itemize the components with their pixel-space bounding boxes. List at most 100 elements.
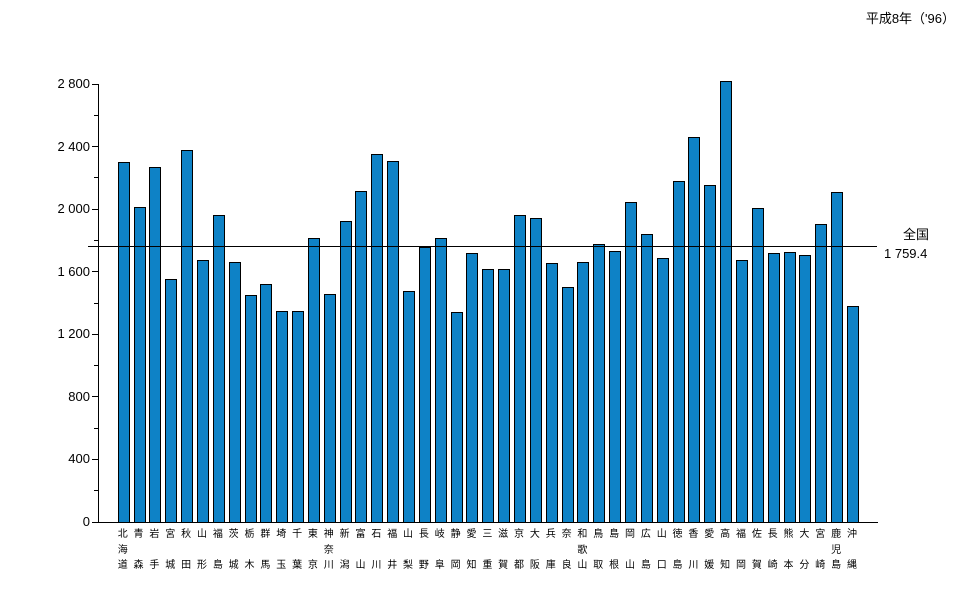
x-axis-label-東京: 東京: [307, 529, 318, 571]
bar-茨城: [228, 262, 241, 522]
x-axis-label-石川: 石川: [371, 529, 382, 571]
bar-岐阜: [434, 238, 447, 522]
x-axis-label-茨城: 茨城: [228, 529, 239, 571]
x-axis-label-大分: 大分: [799, 529, 810, 571]
bar-広島: [640, 234, 653, 522]
plot-area: [98, 80, 878, 523]
bar-山梨: [403, 291, 416, 522]
y-tick: [92, 208, 98, 210]
bar-佐賀: [751, 207, 764, 522]
x-axis-label-福井: 福井: [387, 529, 398, 571]
x-axis-label-北海道: 北海道: [117, 529, 128, 571]
bar-福井: [387, 160, 400, 522]
x-axis-label-岐阜: 岐阜: [434, 529, 445, 571]
x-axis-labels: 北海道青森岩手宮城秋田山形福島茨城栃木群馬埼玉千葉東京神奈川新潟富山石川福井山梨…: [98, 530, 877, 576]
bar-福岡: [735, 259, 748, 522]
y-tick: [92, 458, 98, 460]
y-tick: [94, 490, 98, 492]
x-axis-label-徳島: 徳島: [672, 529, 683, 571]
x-axis-label-岡山: 岡山: [624, 529, 635, 571]
bar-大分: [799, 255, 812, 522]
x-axis-label-山梨: 山梨: [403, 529, 414, 571]
x-axis-label-宮城: 宮城: [165, 529, 176, 571]
y-axis-label: 1 600: [57, 263, 90, 279]
x-axis-label-群馬: 群馬: [260, 529, 271, 571]
bar-宮崎: [815, 224, 828, 522]
bar-長崎: [767, 252, 780, 522]
bar-山口: [656, 258, 669, 522]
y-tick: [94, 239, 98, 241]
x-axis-label-秋田: 秋田: [181, 529, 192, 571]
x-axis-label-栃木: 栃木: [244, 529, 255, 571]
y-tick: [94, 302, 98, 304]
bar-大阪: [529, 217, 542, 522]
y-tick: [92, 333, 98, 335]
bar-鹿児島: [831, 191, 844, 522]
x-axis-label-高知: 高知: [720, 529, 731, 571]
bar-徳島: [672, 181, 685, 522]
bar-千葉: [292, 310, 305, 522]
bar-群馬: [260, 284, 273, 522]
bar-新潟: [339, 220, 352, 522]
y-axis-label: 2 000: [57, 201, 90, 217]
x-axis-label-香川: 香川: [688, 529, 699, 571]
y-axis-label: 0: [82, 514, 90, 529]
x-axis-label-和歌山: 和歌山: [577, 529, 588, 571]
national-average-value: 1 759.4: [884, 246, 928, 261]
bar-島根: [609, 250, 622, 522]
x-axis-label-青森: 青森: [133, 529, 144, 571]
x-axis-label-沖縄: 沖縄: [846, 529, 857, 571]
national-average-line: [88, 246, 877, 248]
bar-岩手: [149, 166, 162, 522]
bar-兵庫: [545, 263, 558, 522]
bar-三重: [482, 268, 495, 522]
x-axis-label-山形: 山形: [196, 529, 207, 571]
chart-title: 平成8年（'96）: [865, 11, 955, 26]
y-tick: [94, 114, 98, 116]
x-axis-label-山口: 山口: [656, 529, 667, 571]
bar-長野: [418, 247, 431, 522]
y-axis-label: 400: [68, 451, 90, 467]
x-axis-label-埼玉: 埼玉: [276, 529, 287, 571]
bar-北海道: [117, 162, 130, 522]
bar-埼玉: [276, 310, 289, 522]
y-tick: [94, 365, 98, 367]
bar-和歌山: [577, 262, 590, 522]
y-tick: [92, 146, 98, 148]
bar-山形: [196, 259, 209, 522]
x-axis-label-神奈川: 神奈川: [323, 529, 334, 571]
y-axis-label: 800: [68, 388, 90, 404]
x-axis-label-長崎: 長崎: [767, 529, 778, 571]
x-axis-label-富山: 富山: [355, 529, 366, 571]
bar-滋賀: [498, 269, 511, 522]
x-axis-label-島根: 島根: [609, 529, 620, 571]
y-axis-label: 2 800: [57, 76, 90, 91]
bar-秋田: [181, 150, 194, 522]
y-tick: [92, 396, 98, 398]
y-axis-label: 2 400: [57, 138, 90, 154]
x-axis-label-福島: 福島: [212, 529, 223, 571]
y-tick: [92, 271, 98, 273]
y-axis-label: 1 200: [57, 326, 90, 342]
x-axis-label-佐賀: 佐賀: [751, 529, 762, 571]
bar-熊本: [783, 252, 796, 522]
x-axis-label-大阪: 大阪: [529, 529, 540, 571]
bar-愛媛: [704, 184, 717, 522]
x-axis-label-千葉: 千葉: [292, 529, 303, 571]
x-axis-label-鳥取: 鳥取: [593, 529, 604, 571]
bar-岡山: [624, 202, 637, 522]
y-tick: [94, 177, 98, 179]
bar-富山: [355, 191, 368, 522]
x-axis-label-熊本: 熊本: [783, 529, 794, 571]
national-average-label: 全国: [903, 227, 930, 242]
bar-静岡: [450, 312, 463, 522]
bar-石川: [371, 154, 384, 522]
x-axis-label-鹿児島: 鹿児島: [831, 529, 842, 571]
bar-神奈川: [323, 293, 336, 522]
bar-沖縄: [846, 306, 859, 522]
y-tick: [92, 521, 98, 523]
x-axis-label-静岡: 静岡: [450, 529, 461, 571]
bar-青森: [133, 206, 146, 522]
x-axis-label-京都: 京都: [514, 529, 525, 571]
